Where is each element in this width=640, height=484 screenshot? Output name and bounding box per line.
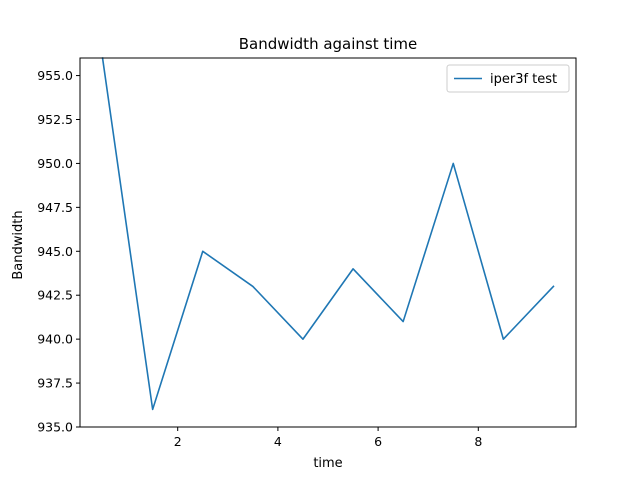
legend-box — [446, 64, 570, 93]
x-tick-label: 4 — [274, 434, 282, 449]
x-tick-label: 8 — [474, 434, 482, 449]
x-tick-label: 2 — [174, 434, 182, 449]
legend-entry-label: iper3f test — [490, 72, 557, 87]
y-tick-label: 952.5 — [37, 112, 73, 127]
x-tick-label: 6 — [374, 434, 382, 449]
y-axis-label: Bandwidth — [11, 210, 26, 279]
series-line — [101, 57, 555, 411]
y-tick-label: 945.0 — [37, 244, 73, 259]
axes: 2 4 6 8 935.0 937.5 940.0 942.5 945.0 947.5 950.0 9… — [37, 57, 577, 449]
y-tick-label: 935.0 — [37, 420, 73, 435]
y-tick-label: 940.0 — [37, 332, 73, 347]
y-tick-label: 947.5 — [37, 200, 73, 215]
legend: iper3f test — [446, 64, 570, 93]
y-tick-label: 950.0 — [37, 156, 73, 171]
y-tick-label: 955.0 — [37, 68, 73, 83]
y-tick-label: 942.5 — [37, 288, 73, 303]
chart-title: Bandwidth against time — [239, 35, 418, 53]
plot-area — [101, 57, 555, 411]
x-axis-label: time — [313, 456, 342, 471]
y-tick-label: 937.5 — [37, 376, 73, 391]
axes-frame — [79, 57, 577, 428]
